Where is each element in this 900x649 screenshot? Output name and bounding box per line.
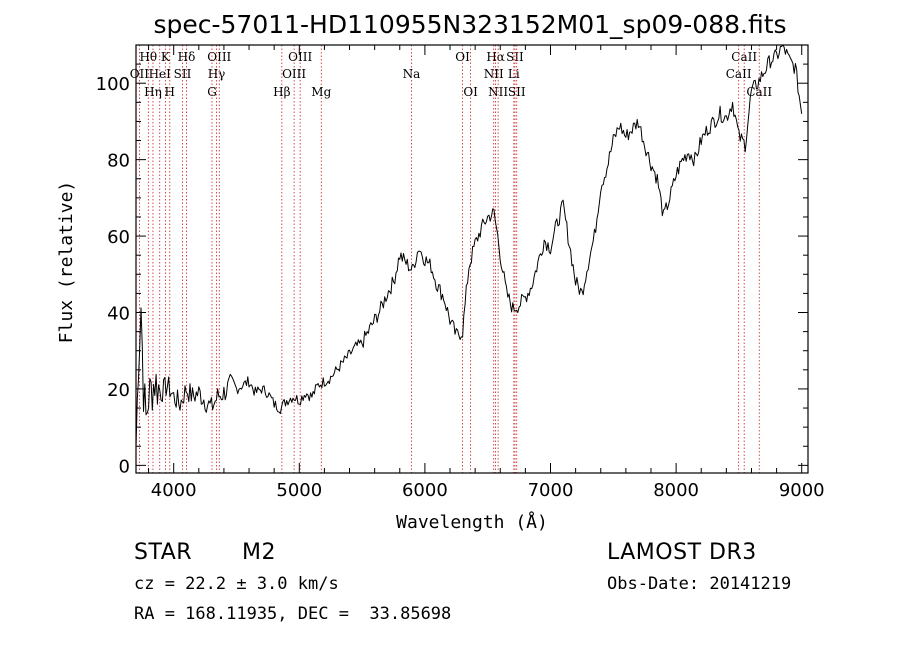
- line-marker-label: SII: [174, 67, 192, 81]
- line-marker-label: G: [207, 85, 217, 99]
- spectrum-line: [135, 44, 803, 447]
- line-marker-label: OI: [455, 50, 470, 64]
- redshift-velocity: cz = 22.2 ± 3.0 km/s: [134, 574, 339, 594]
- chart-title: spec-57011-HD110955N323152M01_sp09-088.f…: [153, 10, 786, 39]
- x-tick-label: 9000: [779, 480, 825, 501]
- y-tick-label: 80: [107, 151, 130, 172]
- survey-name: LAMOST DR3: [607, 540, 757, 565]
- line-marker-label: SII: [506, 50, 524, 64]
- line-marker-label: Hγ: [208, 67, 226, 81]
- y-tick-label: 40: [107, 304, 130, 325]
- plot-frame: [135, 44, 809, 474]
- line-marker-label: Hη: [144, 85, 162, 99]
- line-marker-label: CaII: [746, 85, 772, 99]
- coordinates: RA = 168.11935, DEC = 33.85698: [134, 604, 452, 624]
- line-marker-label: Na: [403, 67, 421, 81]
- object-subclass: M2: [242, 540, 276, 565]
- x-tick-label: 6000: [402, 480, 448, 501]
- line-marker-label: CaII: [726, 67, 752, 81]
- x-axis-label: Wavelength (Å): [396, 511, 548, 533]
- x-tick-label: 8000: [653, 480, 699, 501]
- y-axis-label: Flux (relative): [56, 181, 77, 344]
- line-marker-label: Hθ: [139, 50, 157, 64]
- line-marker-label: K: [161, 50, 171, 64]
- x-tick-label: 5000: [276, 480, 322, 501]
- line-marker-label: NII: [484, 67, 504, 81]
- line-marker-label: OIII: [207, 50, 231, 64]
- y-tick-label: 20: [107, 380, 130, 401]
- observation-date: Obs-Date: 20141219: [607, 574, 792, 594]
- line-marker-label: OIII: [282, 67, 306, 81]
- line-marker-label: Mg: [311, 85, 331, 99]
- line-marker-label: H: [165, 85, 175, 99]
- line-marker-label: NII: [488, 85, 508, 99]
- line-marker-label: OI: [463, 85, 478, 99]
- line-marker-label: SII: [508, 85, 526, 99]
- line-marker-label: OII: [130, 67, 150, 81]
- y-tick-label: 0: [119, 456, 130, 477]
- line-marker-label: OIII: [288, 50, 312, 64]
- x-tick-label: 4000: [151, 480, 197, 501]
- y-tick-label: 100: [96, 74, 130, 95]
- line-marker-label: CaII: [731, 50, 757, 64]
- line-marker-label: Hα: [486, 50, 505, 64]
- line-marker-label: Hβ: [273, 85, 290, 99]
- spectrum-series: [135, 44, 803, 447]
- x-tick-label: 7000: [528, 480, 574, 501]
- object-class: STAR: [134, 540, 193, 565]
- line-marker-label: HeI: [149, 67, 172, 81]
- axis-ticks: 4000 5000 6000 7000 8000 9000 0 20 40 60 80 100: [96, 45, 825, 501]
- line-marker-label: Li: [508, 67, 520, 81]
- line-marker-label: Hδ: [178, 50, 196, 64]
- y-tick-label: 60: [107, 227, 130, 248]
